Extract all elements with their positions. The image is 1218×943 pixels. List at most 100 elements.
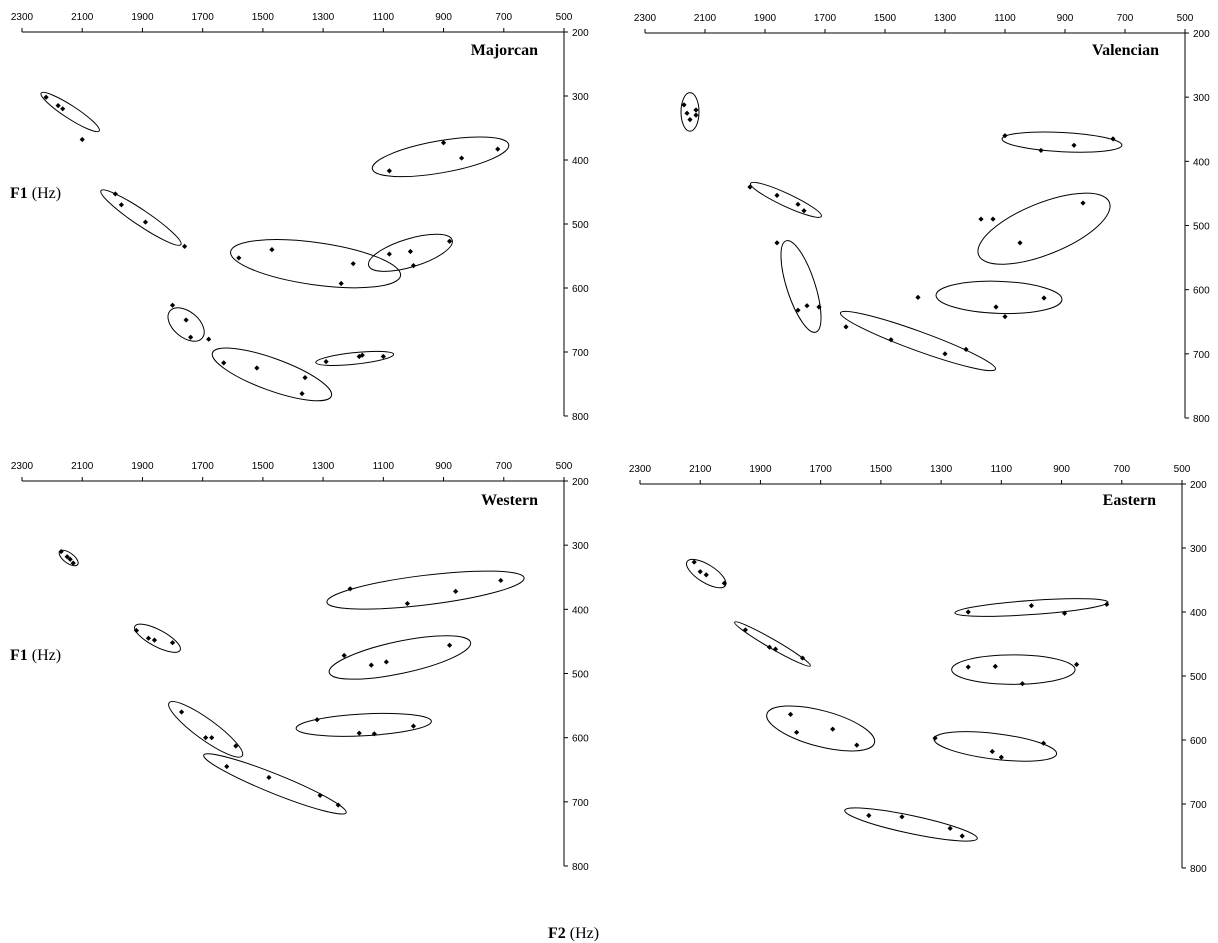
- data-point: [787, 711, 794, 717]
- data-point: [55, 103, 61, 109]
- data-point: [1071, 142, 1077, 148]
- data-point: [989, 748, 995, 755]
- data-point: [446, 238, 453, 244]
- data-point: [169, 640, 176, 646]
- data-point: [446, 642, 453, 648]
- x-tick-label: 1100: [373, 12, 395, 23]
- vowel-ellipse: [134, 623, 181, 653]
- data-point: [236, 255, 242, 261]
- data-point: [142, 219, 149, 225]
- data-point: [747, 184, 753, 190]
- data-point: [942, 351, 948, 357]
- y-tick-label: 200: [1193, 29, 1210, 40]
- vowel-ellipse: [680, 92, 700, 132]
- data-point: [356, 730, 362, 736]
- x-tick-label: 2300: [11, 12, 34, 23]
- vowel-ellipse: [211, 347, 333, 402]
- vowel-ellipse: [839, 310, 997, 372]
- panel-western: 2300 2100 1900 1700 1500 1300 1100 900 700 500 200…: [11, 461, 589, 873]
- x-axis-label: F2 (Hz): [548, 925, 599, 942]
- data-point: [766, 644, 773, 650]
- data-point: [742, 627, 748, 633]
- y-tick-label: 600: [1193, 286, 1210, 297]
- panel-title: Eastern: [1103, 492, 1156, 509]
- x-tick-label: 2300: [634, 13, 657, 24]
- y-tick-label: 700: [572, 798, 589, 809]
- y-tick-label: 800: [572, 862, 589, 873]
- vowel-ellipse: [750, 181, 822, 218]
- data-point: [687, 117, 693, 123]
- vowel-ellipse: [328, 635, 472, 680]
- data-point: [58, 548, 64, 555]
- data-point: [932, 735, 938, 741]
- data-point: [1104, 601, 1110, 607]
- data-point: [963, 346, 969, 352]
- data-point: [368, 662, 374, 668]
- data-point: [60, 106, 66, 112]
- data-point: [965, 664, 971, 670]
- vowel-ellipse: [734, 621, 811, 667]
- data-point: [133, 627, 140, 634]
- data-point: [899, 814, 905, 820]
- data-point: [693, 107, 699, 113]
- data-point: [178, 709, 185, 715]
- data-point: [183, 317, 189, 323]
- vowel-ellipse: [780, 240, 822, 333]
- y-tick-label: 500: [1190, 672, 1207, 683]
- x-tick-label: 900: [435, 461, 452, 472]
- data-point: [684, 110, 690, 116]
- data-point: [151, 637, 158, 643]
- data-point: [380, 353, 386, 360]
- x-tick-label: 500: [556, 461, 573, 472]
- data-point: [224, 763, 230, 770]
- y-tick-label: 700: [1190, 800, 1207, 811]
- data-point: [407, 248, 414, 255]
- panel-title: Valencian: [1092, 42, 1159, 59]
- vowel-ellipse: [40, 91, 100, 133]
- data-point: [1110, 136, 1116, 142]
- x-tick-label: 1500: [252, 461, 275, 472]
- panel-valencian: 2300 2100 1900 1700 1500 1300 1100 900 700 500 200…: [634, 13, 1210, 425]
- x-tick-label: 700: [495, 461, 512, 472]
- data-point: [866, 812, 872, 819]
- panel-majorcan: 2300 2100 1900 1700 1500 1300 1100 900 700 500 200…: [11, 12, 589, 423]
- x-tick-label: 1100: [373, 461, 395, 472]
- data-point: [959, 833, 965, 839]
- x-tick-label: 900: [1057, 13, 1074, 24]
- x-tick-label: 1300: [934, 13, 957, 24]
- data-point: [440, 140, 447, 146]
- data-point: [453, 588, 459, 594]
- data-point: [1038, 147, 1044, 154]
- data-point: [965, 609, 971, 615]
- data-point: [386, 168, 392, 174]
- data-point: [998, 754, 1004, 760]
- vowel-ellipse: [977, 192, 1111, 265]
- data-point: [350, 261, 356, 267]
- x-tick-label: 1300: [312, 461, 335, 472]
- data-point: [681, 102, 687, 108]
- data-point: [793, 729, 800, 735]
- x-tick-label: 2100: [71, 461, 94, 472]
- data-point: [335, 802, 341, 808]
- data-point: [1080, 200, 1086, 206]
- y-tick-label: 700: [1193, 350, 1210, 361]
- data-point: [1061, 610, 1068, 616]
- x-tick-label: 2100: [689, 464, 712, 475]
- vowel-ellipse: [951, 654, 1076, 685]
- x-tick-label: 1700: [192, 461, 215, 472]
- data-point: [801, 208, 807, 214]
- axis-labels: F1 (Hz) F1 (Hz) F2 (Hz): [10, 185, 599, 942]
- x-tick-label: 500: [1174, 464, 1191, 475]
- y-axis-label-top: F1 (Hz): [10, 185, 61, 202]
- x-tick-label: 1300: [930, 464, 953, 475]
- panel-title: Majorcan: [471, 42, 538, 59]
- y-tick-label: 700: [572, 348, 589, 359]
- data-point: [693, 112, 699, 118]
- data-point: [703, 572, 709, 578]
- data-point: [697, 569, 703, 575]
- y-tick-label: 300: [572, 92, 589, 103]
- y-axis-label-bottom: F1 (Hz): [10, 647, 61, 664]
- data-point: [371, 731, 377, 737]
- data-point: [266, 774, 272, 781]
